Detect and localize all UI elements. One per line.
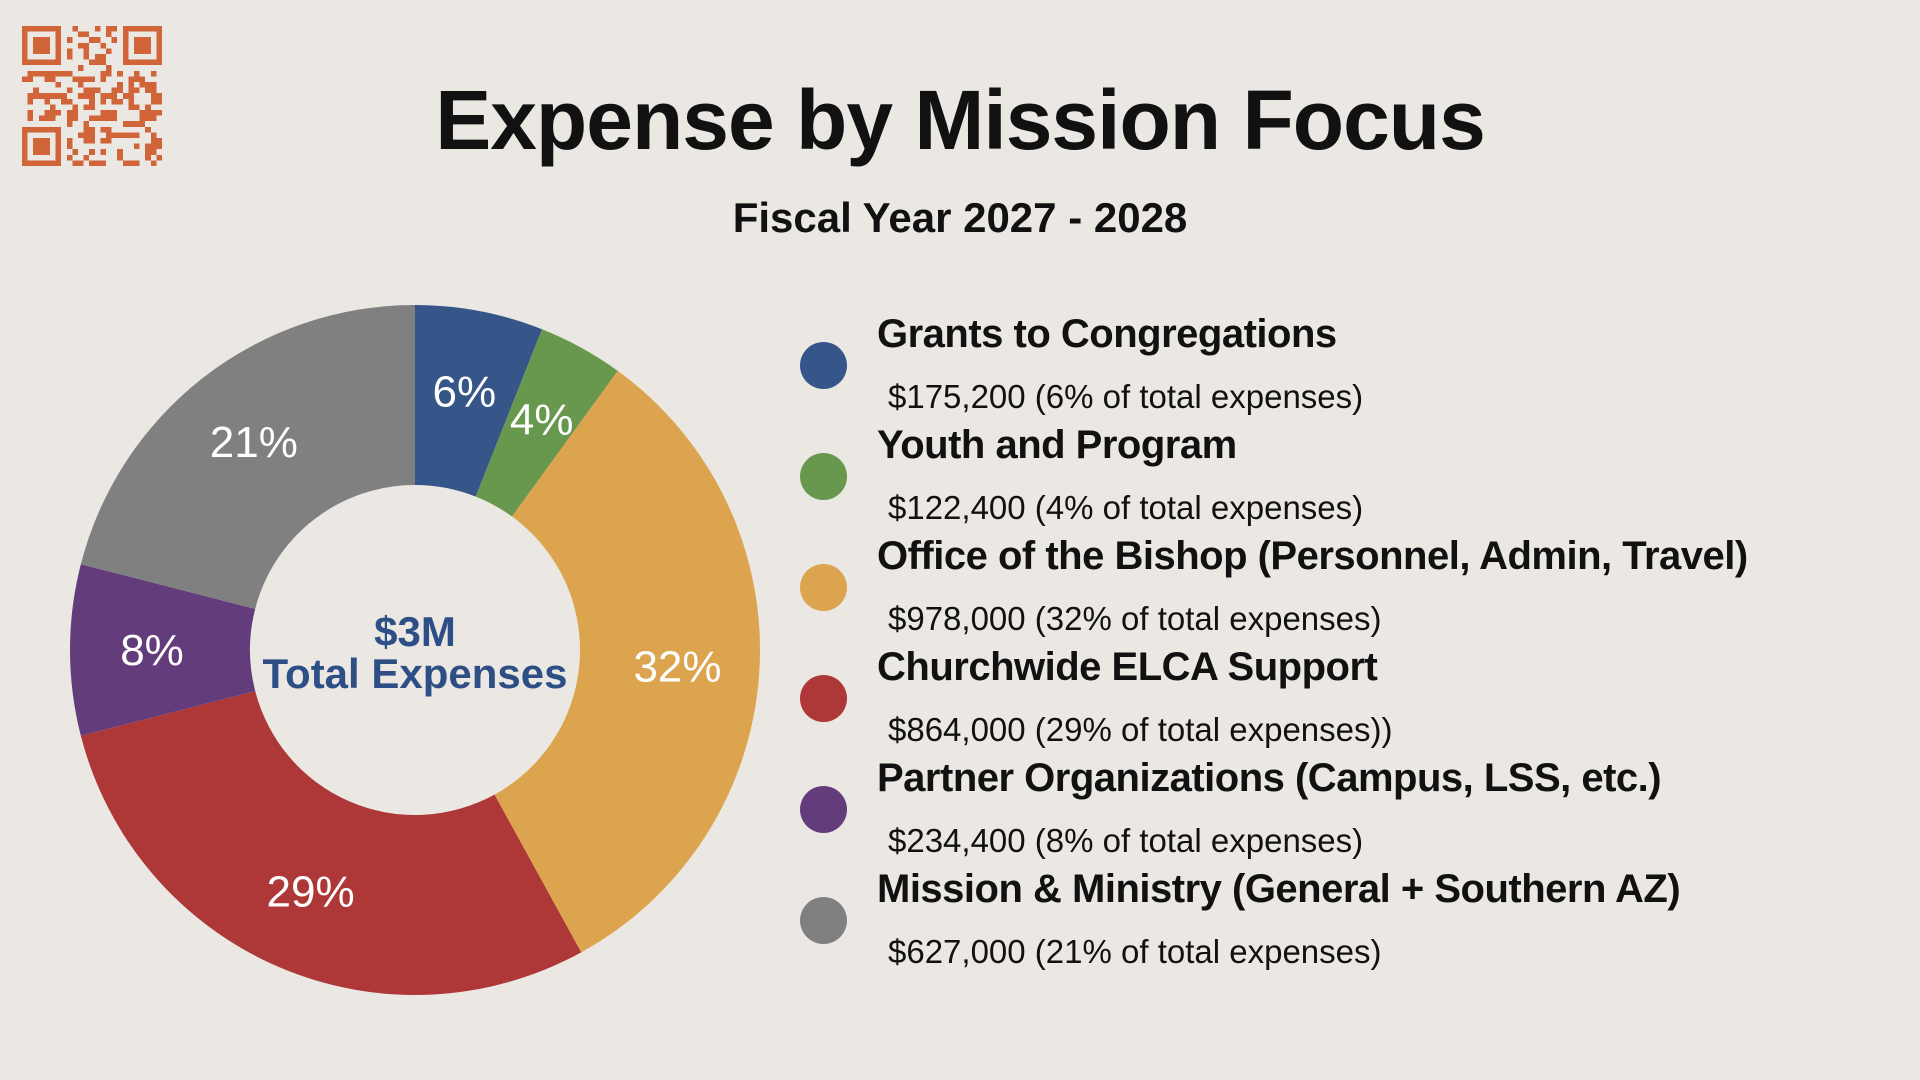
legend-swatch — [800, 675, 847, 722]
donut-slice — [80, 691, 582, 995]
chart-subtitle: Fiscal Year 2027 - 2028 — [732, 194, 1188, 241]
center-amount: $3M — [374, 608, 456, 655]
legend-swatch — [800, 453, 847, 500]
donut-chart: 6% 4% 32% 29% 8% 21% $3M Total Expenses — [69, 305, 761, 995]
legend-name: Youth and Program — [877, 423, 1237, 467]
legend-item: Mission & Ministry (General + Southern A… — [800, 867, 1900, 978]
donut-slice — [475, 329, 618, 517]
legend-item: Churchwide ELCA Support $864,000 (29% of… — [800, 645, 1900, 756]
legend-item: Grants to Congregations $175,200 (6% of … — [800, 312, 1900, 423]
legend-detail: $864,000 (29% of total expenses)) — [888, 711, 1393, 748]
legend: Grants to Congregations $175,200 (6% of … — [800, 312, 1900, 978]
slice-label: 6% — [432, 368, 496, 417]
legend-name: Office of the Bishop (Personnel, Admin, … — [877, 534, 1748, 578]
legend-swatch — [800, 564, 847, 611]
legend-swatch — [800, 897, 847, 944]
legend-detail: $627,000 (21% of total expenses) — [888, 933, 1382, 970]
legend-detail: $122,400 (4% of total expenses) — [888, 489, 1364, 526]
donut-slice — [69, 564, 256, 736]
slice-label: 21% — [210, 418, 298, 467]
donut-slice — [415, 305, 543, 497]
legend-detail: $978,000 (32% of total expenses) — [888, 600, 1382, 637]
legend-swatch — [800, 786, 847, 833]
donut-slice — [80, 305, 415, 609]
slice-label: 4% — [510, 396, 574, 445]
qr-code-icon — [22, 26, 162, 166]
legend-name: Grants to Congregations — [877, 312, 1337, 356]
center-label: Total Expenses — [263, 650, 568, 697]
legend-name: Mission & Ministry (General + Southern A… — [877, 867, 1681, 911]
slice-label: 29% — [267, 867, 355, 916]
legend-item: Office of the Bishop (Personnel, Admin, … — [800, 534, 1900, 645]
legend-swatch — [800, 342, 847, 389]
legend-detail: $234,400 (8% of total expenses) — [888, 822, 1364, 859]
chart-title: Expense by Mission Focus — [435, 73, 1486, 167]
legend-detail: $175,200 (6% of total expenses) — [888, 378, 1364, 415]
slice-label: 32% — [633, 643, 721, 692]
legend-name: Partner Organizations (Campus, LSS, etc.… — [877, 756, 1662, 800]
legend-name: Churchwide ELCA Support — [877, 645, 1378, 689]
legend-item: Partner Organizations (Campus, LSS, etc.… — [800, 756, 1900, 867]
donut-slice — [494, 370, 761, 953]
slice-label: 8% — [120, 626, 184, 675]
legend-item: Youth and Program $122,400 (4% of total … — [800, 423, 1900, 534]
